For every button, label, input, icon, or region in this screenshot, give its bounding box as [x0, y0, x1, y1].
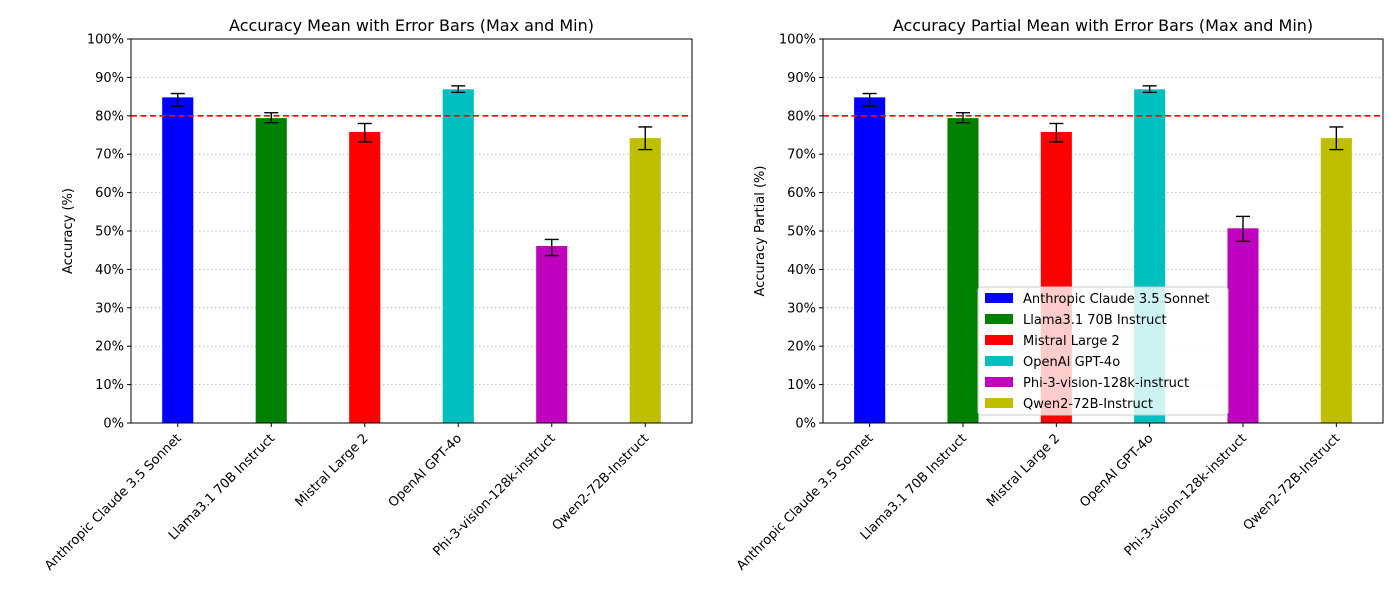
y-tick-label: 30%: [787, 301, 816, 316]
error-bar: [544, 238, 559, 257]
bar: [629, 138, 661, 423]
y-tick-label: 0%: [795, 417, 816, 432]
y-tick-label: 10%: [787, 378, 816, 393]
legend-entry: OpenAI GPT-4o: [1023, 355, 1120, 370]
error-bar: [357, 122, 372, 143]
y-tick-label: 40%: [95, 263, 124, 278]
legend-entry: Mistral Large 2: [1023, 334, 1120, 349]
error-bar: [638, 126, 653, 151]
error-bar: [1236, 215, 1250, 243]
bar: [349, 131, 381, 424]
legend-swatch: [985, 398, 1013, 408]
chart-title: Accuracy Mean with Error Bars (Max and M…: [229, 16, 594, 35]
y-tick-label: 30%: [95, 301, 124, 316]
legend-entry: Qwen2-72B-Instruct: [1023, 397, 1153, 412]
y-tick-label: 40%: [787, 263, 816, 278]
y-axis-label: Accuracy Partial (%): [753, 166, 768, 297]
bar: [1320, 138, 1352, 423]
bar: [854, 97, 886, 424]
x-tick-label: Mistral Large 2: [984, 431, 1063, 510]
legend-swatch: [985, 314, 1013, 324]
y-tick-label: 20%: [787, 340, 816, 355]
bar: [947, 118, 979, 423]
y-tick-label: 100%: [779, 33, 816, 48]
legend-swatch: [985, 377, 1013, 387]
y-tick-label: 10%: [95, 378, 124, 393]
error-bar: [264, 112, 279, 124]
y-tick-label: 50%: [95, 225, 124, 240]
chart-panel-2: 0% 10% 20% 30% 40% 50% 60% 70% 80% 90% 100% Anthrop…: [734, 16, 1384, 574]
bar: [1227, 228, 1259, 423]
x-tick-label: Qwen2-72B-Instruct: [550, 431, 653, 534]
chart-panel-1: 0% 10% 20% 30% 40% 50% 60% 70% 80% 90% 100% Anthrop…: [42, 16, 693, 574]
plot-frame: [822, 38, 1384, 424]
y-tick-label: 70%: [787, 148, 816, 163]
legend-swatch: [985, 356, 1013, 366]
bar: [536, 245, 568, 423]
legend-swatch: [985, 335, 1013, 345]
error-bar: [170, 92, 185, 107]
error-bar: [1142, 85, 1157, 94]
y-tick-label: 60%: [95, 186, 124, 201]
x-tick-label: Anthropic Claude 3.5 Sonnet: [734, 431, 876, 573]
y-tick-label: 80%: [95, 109, 124, 124]
legend-entry: Llama3.1 70B Instruct: [1023, 313, 1167, 328]
error-bar: [956, 112, 970, 124]
error-bar: [1049, 122, 1064, 143]
error-bar: [451, 85, 466, 94]
y-tick-label: 0%: [103, 417, 124, 432]
bar: [255, 118, 287, 423]
x-tick-label: Qwen2-72B-Instruct: [1241, 431, 1344, 534]
x-tick-label: Anthropic Claude 3.5 Sonnet: [42, 431, 184, 573]
x-tick-label: Llama3.1 70B Instruct: [166, 431, 278, 543]
y-axis-label: Accuracy (%): [61, 188, 76, 274]
chart-title: Accuracy Partial Mean with Error Bars (M…: [893, 16, 1313, 35]
bar: [442, 89, 474, 423]
legend-box: [977, 286, 1229, 416]
y-tick-label: 20%: [95, 340, 124, 355]
x-tick-label: OpenAI GPT-4o: [386, 431, 465, 510]
y-tick-label: 100%: [87, 33, 124, 48]
error-bar: [862, 92, 877, 107]
y-tick-label: 80%: [787, 109, 816, 124]
legend: Anthropic Claude 3.5 Sonnet Llama3.1 70B …: [977, 286, 1229, 416]
x-tick-label: OpenAI GPT-4o: [1077, 431, 1156, 510]
y-tick-label: 70%: [95, 148, 124, 163]
bar: [162, 97, 194, 424]
y-tick-label: 90%: [95, 71, 124, 86]
y-tick-label: 60%: [787, 186, 816, 201]
x-tick-label: Llama3.1 70B Instruct: [858, 431, 970, 543]
y-tick-label: 50%: [787, 225, 816, 240]
legend-entry: Phi-3-vision-128k-instruct: [1023, 376, 1189, 391]
legend-swatch: [985, 293, 1013, 303]
plot-frame: [130, 38, 693, 424]
legend-entry: Anthropic Claude 3.5 Sonnet: [1023, 292, 1210, 307]
x-tick-label: Mistral Large 2: [293, 431, 372, 510]
y-tick-label: 90%: [787, 71, 816, 86]
error-bar: [1329, 126, 1344, 151]
